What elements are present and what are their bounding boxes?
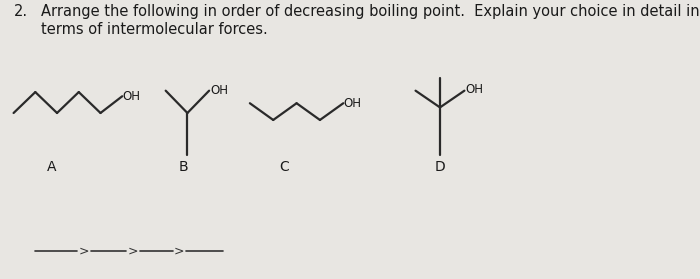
Text: 2.: 2.	[13, 4, 28, 19]
Text: OH: OH	[211, 84, 229, 97]
Text: OH: OH	[466, 83, 484, 96]
Text: Arrange the following in order of decreasing boiling point.  Explain your choice: Arrange the following in order of decrea…	[41, 4, 699, 37]
Text: C: C	[279, 160, 289, 174]
Text: >: >	[174, 245, 185, 258]
Text: >: >	[128, 245, 139, 258]
Text: OH: OH	[343, 97, 361, 110]
Text: D: D	[435, 160, 445, 174]
Text: >: >	[79, 245, 90, 258]
Text: B: B	[178, 160, 188, 174]
Text: A: A	[47, 160, 57, 174]
Text: OH: OH	[122, 90, 141, 103]
